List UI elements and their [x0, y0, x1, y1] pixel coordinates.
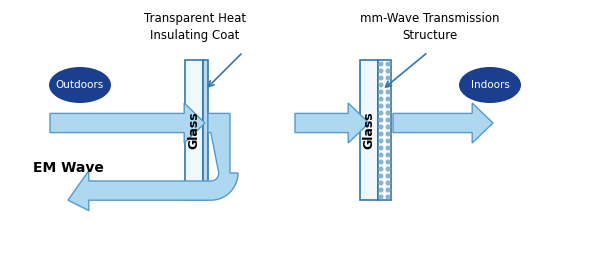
Circle shape: [386, 132, 390, 136]
Circle shape: [379, 146, 383, 150]
Circle shape: [379, 188, 383, 192]
Circle shape: [379, 153, 383, 157]
Circle shape: [379, 90, 383, 94]
Text: EM Wave: EM Wave: [33, 161, 104, 175]
Polygon shape: [393, 103, 493, 143]
Circle shape: [379, 111, 383, 115]
Polygon shape: [68, 113, 238, 211]
Circle shape: [386, 167, 390, 171]
Bar: [360, 60, 378, 200]
Text: Transparent Heat
Insulating Coat: Transparent Heat Insulating Coat: [144, 12, 246, 42]
Ellipse shape: [49, 67, 111, 103]
Circle shape: [379, 132, 383, 136]
Circle shape: [386, 62, 390, 66]
Circle shape: [386, 125, 390, 129]
Circle shape: [386, 160, 390, 164]
Bar: [378, 60, 391, 200]
Text: Outdoors: Outdoors: [56, 80, 104, 90]
Circle shape: [386, 83, 390, 87]
Circle shape: [379, 104, 383, 108]
Circle shape: [379, 118, 383, 122]
Circle shape: [379, 181, 383, 185]
Circle shape: [386, 153, 390, 157]
Circle shape: [386, 188, 390, 192]
Text: Glass: Glass: [362, 111, 375, 149]
Circle shape: [379, 97, 383, 101]
Circle shape: [379, 195, 383, 199]
Circle shape: [379, 76, 383, 80]
Text: mm-Wave Transmission
Structure: mm-Wave Transmission Structure: [360, 12, 500, 42]
Circle shape: [379, 83, 383, 87]
Text: Indoors: Indoors: [471, 80, 510, 90]
Circle shape: [379, 125, 383, 129]
Circle shape: [379, 174, 383, 178]
Circle shape: [386, 174, 390, 178]
Circle shape: [379, 167, 383, 171]
Circle shape: [379, 160, 383, 164]
Circle shape: [379, 69, 383, 73]
Polygon shape: [295, 103, 369, 143]
Circle shape: [386, 111, 390, 115]
Circle shape: [386, 118, 390, 122]
Circle shape: [386, 90, 390, 94]
Circle shape: [386, 181, 390, 185]
Circle shape: [386, 76, 390, 80]
Text: Glass: Glass: [188, 111, 200, 149]
Circle shape: [386, 139, 390, 143]
Circle shape: [386, 97, 390, 101]
Circle shape: [386, 104, 390, 108]
Bar: [203, 60, 208, 200]
Circle shape: [379, 62, 383, 66]
Circle shape: [386, 69, 390, 73]
Polygon shape: [50, 103, 205, 143]
Ellipse shape: [459, 67, 521, 103]
Circle shape: [379, 139, 383, 143]
Circle shape: [386, 195, 390, 199]
Bar: [185, 60, 203, 200]
Circle shape: [386, 146, 390, 150]
